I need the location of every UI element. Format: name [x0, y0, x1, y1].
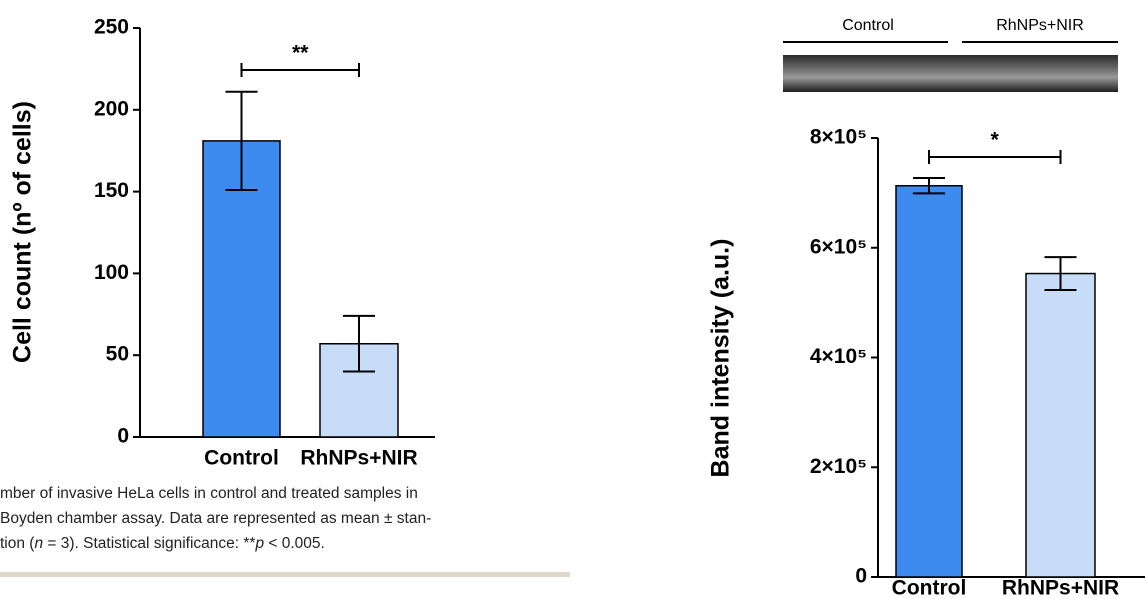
y-axis-label: Band intensity (a.u.) [707, 239, 735, 478]
y-tick-label: 8×10⁵ [810, 126, 867, 149]
caption-part: p [254, 535, 264, 552]
caption-part: = 3). Statistical significance: ** [43, 535, 255, 552]
y-tick-label: 100 [94, 261, 129, 284]
blot-image [783, 55, 1118, 92]
caption-part: n [34, 535, 43, 552]
significance-bracket [242, 63, 360, 77]
x-tick-label: Control [204, 447, 279, 470]
x-tick-label: RhNPs+NIR [300, 447, 417, 470]
figure: mber of invasive HeLa cells in control a… [0, 0, 1145, 599]
y-tick-label: 150 [94, 179, 129, 202]
caption-line: Boyden chamber assay. Data are represent… [0, 510, 431, 527]
significance-bracket [929, 150, 1061, 164]
blot-label: RhNPs+NIR [996, 17, 1084, 34]
bar [896, 186, 962, 577]
y-tick-label: 200 [94, 97, 129, 120]
y-tick-label: 50 [106, 343, 129, 366]
x-tick-label: RhNPs+NIR [1002, 577, 1119, 599]
bar [1026, 274, 1095, 577]
caption-part: tion ( [0, 535, 35, 552]
caption-line: tion (n = 3). Statistical significance: … [0, 535, 325, 552]
caption-line: mber of invasive HeLa cells in control a… [0, 485, 418, 502]
y-tick-label: 250 [94, 16, 129, 39]
significance-label: ** [292, 42, 309, 65]
caption-rule [0, 572, 570, 577]
y-tick-label: 4×10⁵ [810, 345, 867, 368]
significance-label: * [991, 129, 1000, 152]
y-tick-label: 0 [117, 425, 129, 448]
y-tick-label: 2×10⁵ [810, 455, 867, 478]
blot-label: Control [842, 17, 894, 34]
y-tick-label: 6×10⁵ [810, 235, 867, 258]
y-axis-label: Cell count (nº of cells) [9, 101, 37, 363]
y-tick-label: 0 [855, 565, 867, 588]
x-tick-label: Control [892, 577, 967, 599]
caption-part: < 0.005. [264, 535, 325, 552]
